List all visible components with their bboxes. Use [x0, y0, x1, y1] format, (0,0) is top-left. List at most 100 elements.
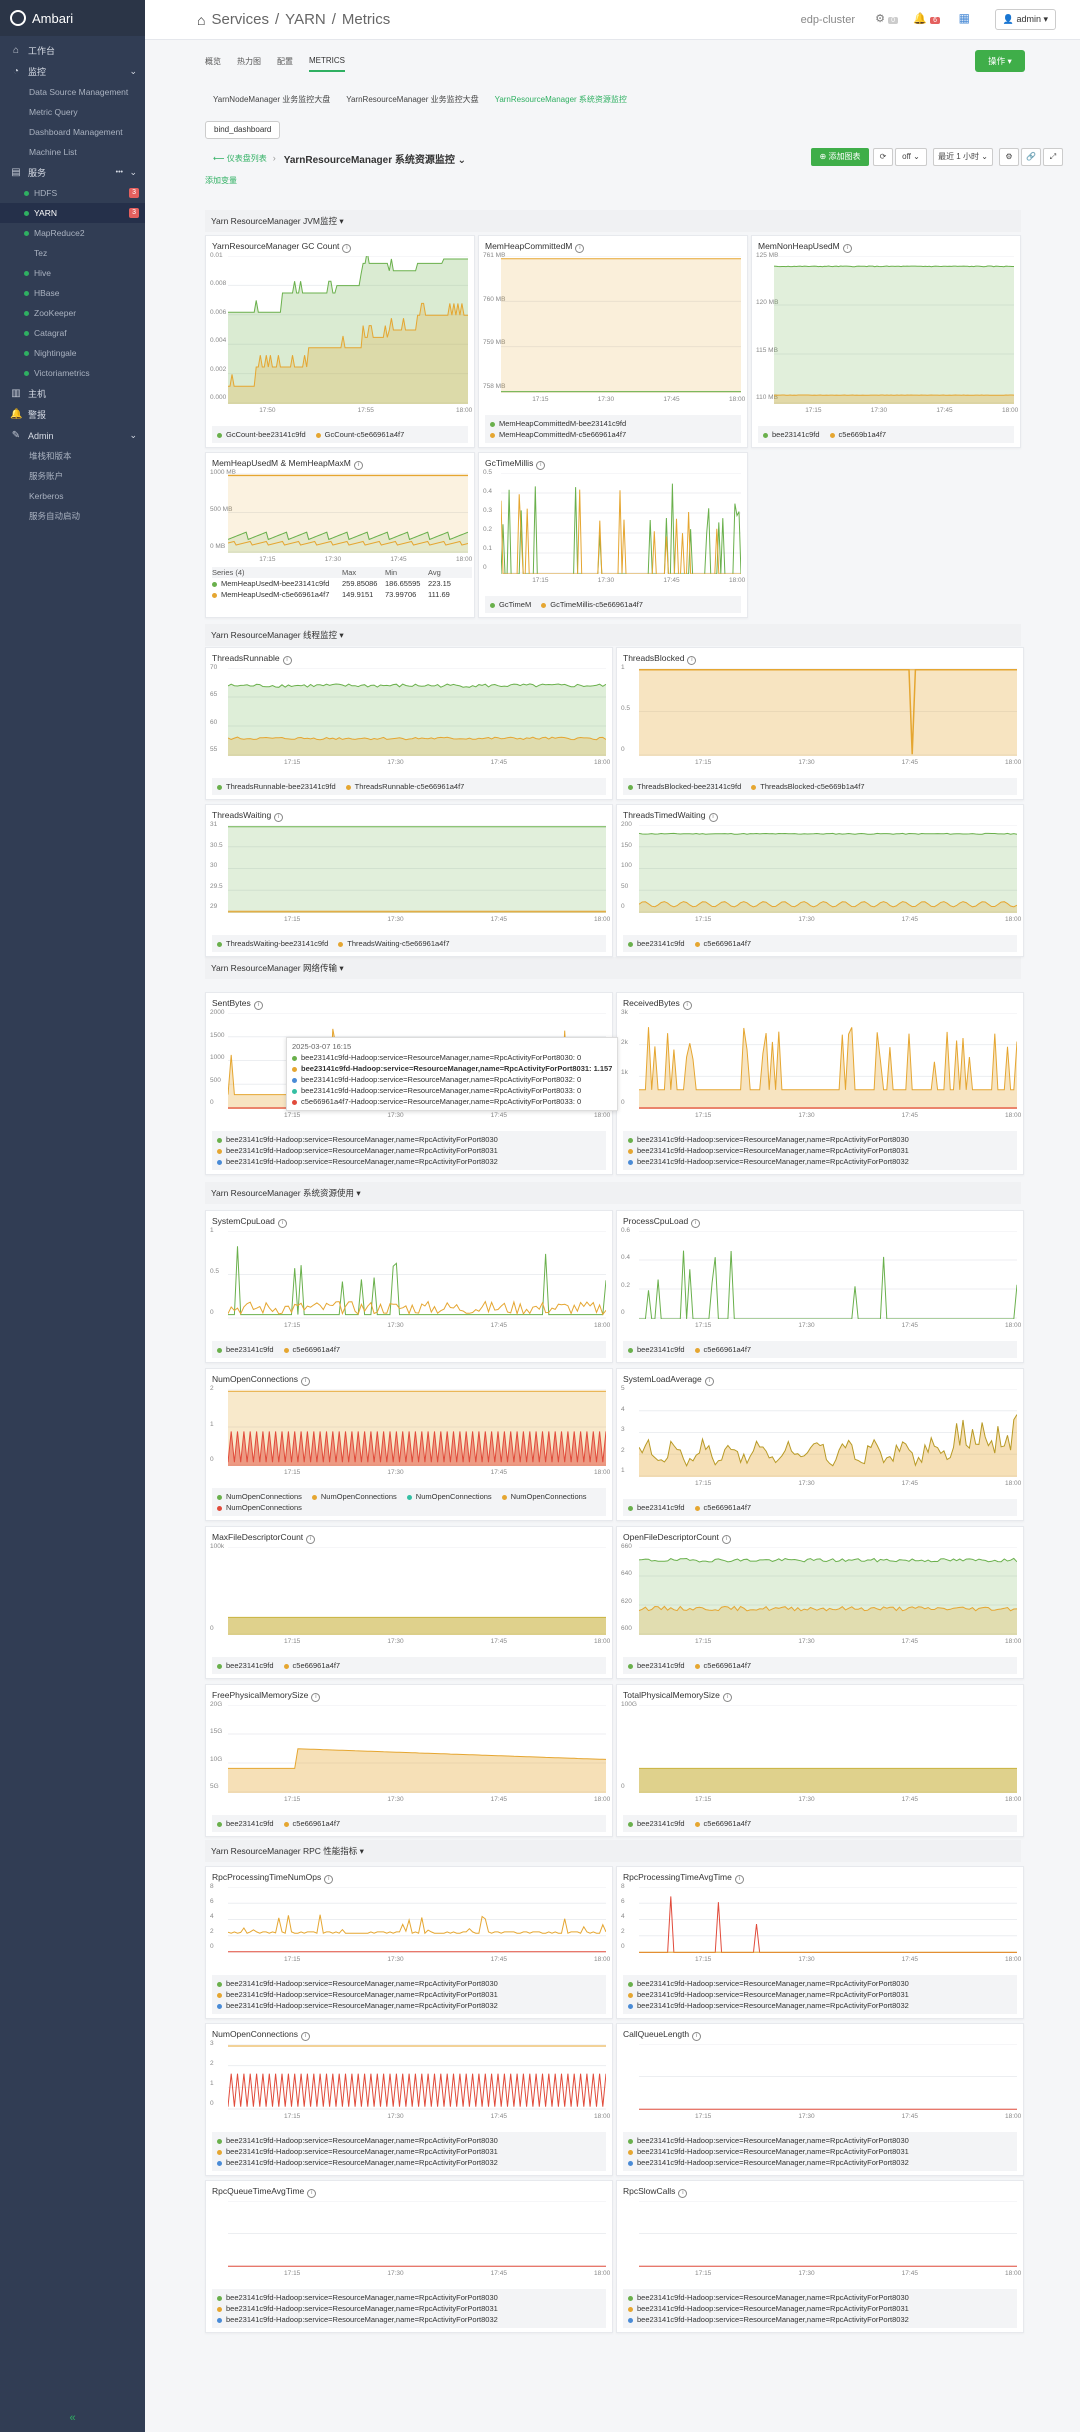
sidebar-item-item21[interactable]: 服务账户 [0, 466, 145, 486]
info-icon[interactable]: i [704, 1377, 714, 1386]
legend-item[interactable]: bee23141c9fd-Hadoop:service=ResourceMana… [217, 2292, 591, 2303]
sidebar-item-metric-query[interactable]: Metric Query [0, 102, 145, 122]
dashboard-list-link[interactable]: ⟵ 仪表盘列表 [213, 153, 267, 163]
sidebar-item-hbase[interactable]: HBase [0, 283, 145, 303]
info-icon[interactable]: i [282, 656, 292, 665]
dashboard-title-select[interactable]: YarnResourceManager 系统资源监控 ⌄ [283, 154, 467, 166]
sidebar-item-tez[interactable]: Tez [0, 243, 145, 263]
legend-item[interactable]: NumOpenConnections [311, 1491, 397, 1502]
sidebar-item-mapreduce2[interactable]: MapReduce2 [0, 223, 145, 243]
legend-item[interactable]: bee23141c9fd-Hadoop:service=ResourceMana… [628, 1145, 1002, 1156]
section-header-3[interactable]: Yarn ResourceManager 系统资源使用 ▾ [205, 1182, 1021, 1204]
info-icon[interactable]: i [687, 656, 697, 665]
chevron-down-icon[interactable]: ⌄ [129, 66, 137, 76]
legend-item[interactable]: ThreadsRunnable-bee23141c9fd [217, 781, 336, 792]
tab-nodemanager-dashboard[interactable]: YarnNodeManager 业务监控大盘 [213, 95, 331, 104]
apps-grid-icon[interactable]: ▦ [958, 11, 970, 25]
legend-item[interactable]: NumOpenConnections [217, 1502, 302, 1513]
legend-item[interactable]: ThreadsWaiting-bee23141c9fd [217, 938, 328, 949]
legend-item[interactable]: bee23141c9fd-Hadoop:service=ResourceMana… [628, 2292, 1002, 2303]
legend-item[interactable]: bee23141c9fd-Hadoop:service=ResourceMana… [217, 1978, 591, 1989]
legend-item[interactable]: ThreadsWaiting-c5e66961a4f7 [338, 938, 450, 949]
table-header-cell[interactable]: Max [342, 568, 357, 577]
legend-item[interactable]: c5e66961a4f7 [694, 1344, 751, 1355]
info-icon[interactable]: i [301, 2032, 310, 2041]
legend-item[interactable]: ThreadsRunnable-c5e66961a4f7 [345, 781, 464, 792]
info-icon[interactable]: i [842, 244, 852, 253]
legend-item[interactable]: bee23141c9fd-Hadoop:service=ResourceMana… [628, 1978, 1002, 1989]
sidebar-item-item6[interactable]: ▤ 服务 ••• ⌄ [0, 162, 145, 183]
legend-item[interactable]: MemHeapCommittedM-bee23141c9fd [490, 418, 726, 429]
chevron-down-icon[interactable]: ⌄ [129, 167, 137, 177]
section-header-2[interactable]: Yarn ResourceManager 网络传输 ▾ [205, 957, 1021, 979]
legend-item[interactable]: bee23141c9fd [217, 1344, 274, 1355]
sidebar-item-machine-list[interactable]: Machine List [0, 142, 145, 162]
legend-item[interactable]: bee23141c9fd [628, 1344, 685, 1355]
info-icon[interactable]: i [301, 1377, 310, 1386]
legend-item[interactable]: c5e66961a4f7 [283, 1818, 340, 1829]
tab-heatmaps[interactable]: 热力图 [237, 57, 261, 66]
sidebar-item-hdfs[interactable]: HDFS 3 [0, 183, 145, 203]
sidebar-item-victoriametrics[interactable]: Victoriametrics [0, 363, 145, 383]
legend-item[interactable]: GcTimeM [490, 599, 531, 610]
legend-item[interactable]: bee23141c9fd-Hadoop:service=ResourceMana… [217, 2000, 591, 2011]
info-icon[interactable]: i [691, 1219, 701, 1228]
legend-item[interactable]: bee23141c9fd [628, 1660, 685, 1671]
sidebar-item-nightingale[interactable]: Nightingale [0, 343, 145, 363]
legend-item[interactable]: NumOpenConnections [501, 1491, 587, 1502]
chevron-down-icon[interactable]: ⌄ [129, 430, 137, 440]
section-header-1[interactable]: Yarn ResourceManager 线程监控 ▾ [205, 624, 1021, 646]
legend-item[interactable]: ThreadsBlocked-bee23141c9fd [628, 781, 741, 792]
info-icon[interactable]: i [274, 813, 284, 822]
info-icon[interactable]: i [536, 461, 546, 470]
legend-item[interactable]: c5e66961a4f7 [694, 938, 751, 949]
legend-item[interactable]: ThreadsBlocked-c5e669b1a4f7 [751, 781, 865, 792]
tab-metrics[interactable]: METRICS [309, 56, 345, 72]
add-chart-button[interactable]: ⊕ 添加图表 [811, 148, 869, 166]
sidebar-item-item20[interactable]: 堆栈和版本 [0, 446, 145, 466]
table-row[interactable]: MemHeapUsedM-bee23141c9fd 259.85086 186.65… [212, 578, 472, 589]
legend-item[interactable]: GcCount-bee23141c9fd [217, 429, 306, 440]
legend-item[interactable]: bee23141c9fd-Hadoop:service=ResourceMana… [217, 1145, 591, 1156]
section-header-4[interactable]: Yarn ResourceManager RPC 性能指标 ▾ [205, 1840, 1021, 1862]
legend-item[interactable]: GcTimeMillis-c5e66961a4f7 [541, 599, 643, 610]
settings-gear-icon[interactable]: ⚙ [999, 148, 1019, 166]
legend-item[interactable]: bee23141c9fd-Hadoop:service=ResourceMana… [628, 1134, 1002, 1145]
sidebar-item-catagraf[interactable]: Catagraf [0, 323, 145, 343]
brand[interactable]: Ambari [0, 0, 145, 36]
add-variable-link[interactable]: 添加变量 [205, 176, 237, 185]
table-header-cell[interactable]: Series (4) [212, 568, 245, 577]
info-icon[interactable]: i [678, 2189, 688, 2198]
tab-configs[interactable]: 配置 [277, 57, 293, 66]
legend-item[interactable]: bee23141c9fd-Hadoop:service=ResourceMana… [628, 2000, 1002, 2011]
legend-item[interactable]: bee23141c9fd-Hadoop:service=ResourceMana… [628, 2314, 1002, 2325]
home-icon[interactable]: ⌂ [197, 11, 206, 28]
table-header-cell[interactable]: Avg [428, 568, 441, 577]
sidebar-item-item1[interactable]: ◔ 监控 ⌄ [0, 61, 145, 82]
legend-item[interactable]: c5e669b1a4f7 [829, 429, 886, 440]
legend-item[interactable]: bee23141c9fd-Hadoop:service=ResourceMana… [217, 2135, 591, 2146]
sidebar-item-item18[interactable]: 🔔 警报 [0, 404, 145, 425]
legend-item[interactable]: bee23141c9fd-Hadoop:service=ResourceMana… [217, 2314, 591, 2325]
info-icon[interactable]: i [692, 2032, 702, 2041]
legend-item[interactable]: bee23141c9fd [217, 1818, 274, 1829]
legend-item[interactable]: bee23141c9fd-Hadoop:service=ResourceMana… [628, 1989, 1002, 2000]
table-row[interactable]: MemHeapUsedM-c5e66961a4f7 149.9151 73.9970… [212, 589, 472, 600]
dashboard-chip[interactable]: bind_dashboard [205, 121, 281, 139]
legend-item[interactable]: c5e66961a4f7 [694, 1660, 751, 1671]
sidebar-item-item0[interactable]: ⌂ 工作台 [0, 40, 145, 61]
section-header-0[interactable]: Yarn ResourceManager JVM监控 ▾ [205, 210, 1021, 232]
tab-summary[interactable]: 概览 [205, 57, 221, 66]
info-icon[interactable]: i [708, 813, 718, 822]
sidebar-item-item17[interactable]: ▥ 主机 [0, 383, 145, 404]
legend-item[interactable]: bee23141c9fd-Hadoop:service=ResourceMana… [628, 2157, 1002, 2168]
info-icon[interactable]: i [253, 1001, 263, 1010]
legend-item[interactable]: c5e66961a4f7 [283, 1660, 340, 1671]
info-icon[interactable]: i [324, 1875, 334, 1884]
legend-item[interactable]: NumOpenConnections [406, 1491, 492, 1502]
info-icon[interactable]: i [734, 1875, 744, 1884]
legend-item[interactable]: bee23141c9fd-Hadoop:service=ResourceMana… [628, 1156, 1002, 1167]
info-icon[interactable]: i [306, 1535, 316, 1544]
legend-item[interactable]: c5e66961a4f7 [694, 1502, 751, 1513]
legend-item[interactable]: bee23141c9fd-Hadoop:service=ResourceMana… [217, 2157, 591, 2168]
